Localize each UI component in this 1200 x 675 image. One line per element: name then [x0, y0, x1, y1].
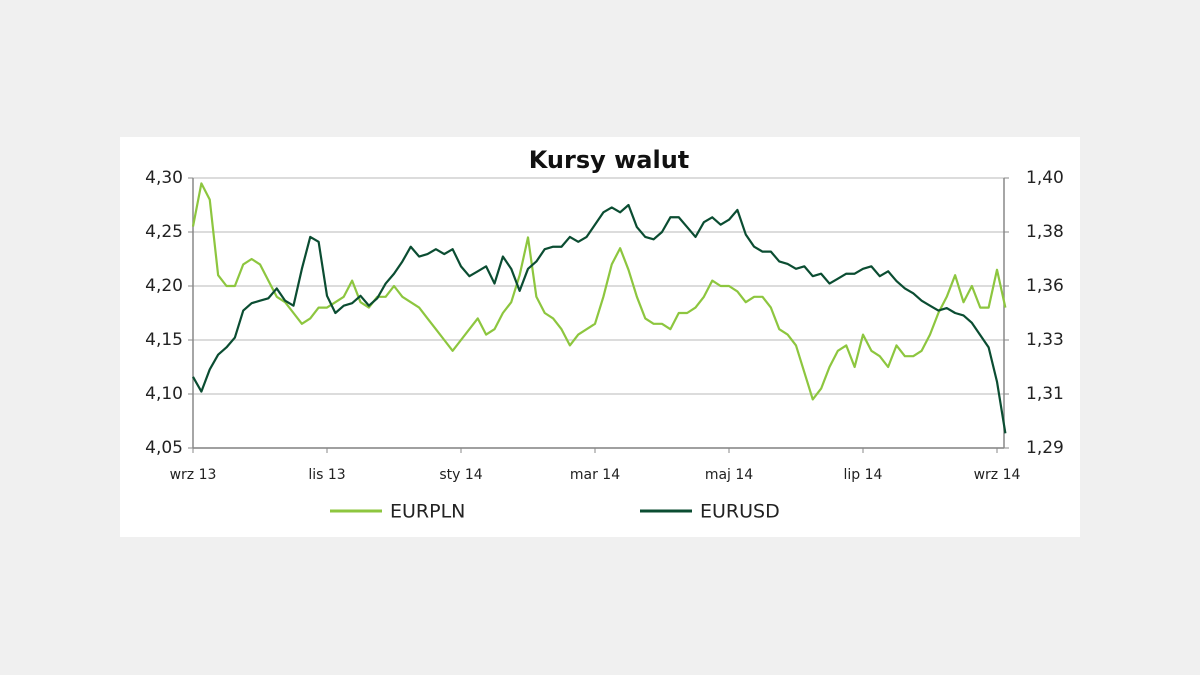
- chart-panel: [120, 137, 1080, 537]
- x-tick-label: sty 14: [439, 467, 482, 483]
- chart-title: Kursy walut: [529, 146, 690, 174]
- x-tick-label: mar 14: [570, 467, 620, 483]
- y-tick-label: 4,15: [145, 330, 183, 350]
- series-line: [191, 182, 1007, 401]
- y2-tick-label: 1,38: [1026, 222, 1064, 242]
- y2-tick-label: 1,36: [1026, 276, 1064, 296]
- x-tick-label: wrz 14: [974, 467, 1021, 483]
- y2-tick-label: 1,40: [1026, 168, 1064, 188]
- y-tick-label: 4,30: [145, 168, 183, 188]
- legend-label: EURPLN: [390, 501, 465, 523]
- y-tick-label: 4,10: [145, 384, 183, 404]
- y-tick-label: 4,25: [145, 222, 183, 242]
- y-tick-label: 4,20: [145, 276, 183, 296]
- y-tick-label: 4,05: [145, 438, 183, 458]
- y2-tick-label: 1,33: [1026, 330, 1064, 350]
- x-tick-label: maj 14: [705, 467, 753, 483]
- series-line: [192, 203, 1007, 434]
- x-tick-label: lip 14: [844, 467, 883, 483]
- x-tick-label: lis 13: [308, 467, 345, 483]
- y2-tick-label: 1,29: [1026, 438, 1064, 458]
- legend-label: EURUSD: [700, 501, 780, 523]
- x-tick-label: wrz 13: [170, 467, 217, 483]
- y2-tick-label: 1,31: [1026, 384, 1064, 404]
